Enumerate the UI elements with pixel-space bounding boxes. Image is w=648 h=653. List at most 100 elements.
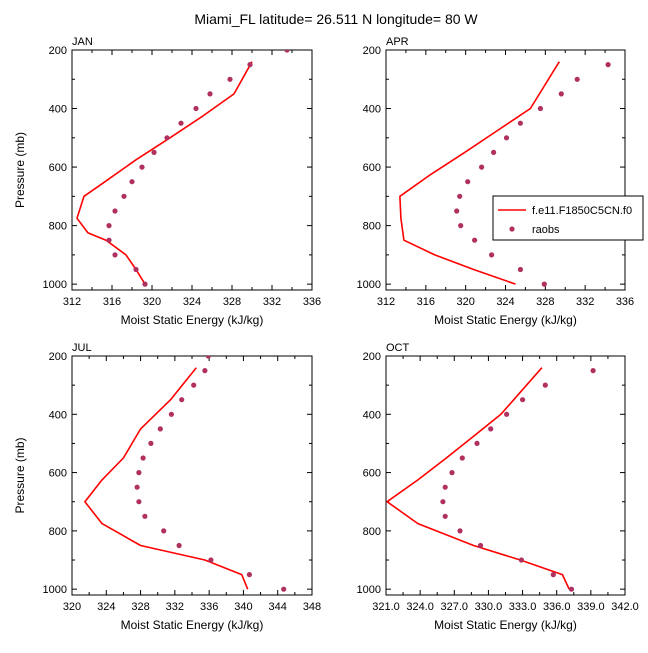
legend-box — [492, 195, 644, 241]
x-tick-label: 339.0 — [577, 601, 605, 613]
panel-label: APR — [386, 36, 409, 48]
raobs-point — [465, 179, 471, 185]
raobs-point — [247, 62, 253, 68]
x-tick-label: 332 — [576, 296, 594, 308]
x-tick-label: 312 — [63, 296, 81, 308]
raobs-point — [136, 499, 142, 505]
raobs-point — [142, 281, 148, 287]
y-tick-label: 1000 — [43, 584, 67, 596]
x-tick-label: 342.0 — [611, 601, 639, 613]
figure-title: Miami_FL latitude= 26.511 N longitude= 8… — [194, 11, 478, 27]
raobs-point — [246, 572, 252, 578]
y-tick-label: 800 — [363, 221, 381, 233]
raobs-point — [550, 572, 556, 578]
raobs-point — [193, 105, 199, 112]
raobs-point — [472, 237, 478, 243]
x-tick-label: 332 — [263, 296, 281, 308]
data-layer — [386, 367, 596, 592]
raobs-point — [227, 76, 233, 82]
y-axis-label: Pressure (mb) — [13, 437, 27, 513]
legend-model-label: f.e11.F1850C5CN.f0 — [532, 205, 632, 217]
x-tick-label: 324 — [97, 601, 115, 613]
y-tick-label: 400 — [49, 104, 67, 116]
y-tick-label: 800 — [363, 526, 381, 538]
x-tick-label: 312 — [377, 296, 395, 308]
x-tick-label: 327.0 — [441, 601, 469, 613]
y-tick-label: 200 — [363, 351, 381, 363]
raobs-point — [605, 62, 611, 68]
x-tick-label: 321.0 — [372, 601, 400, 613]
x-tick-label: 320 — [143, 296, 161, 308]
x-tick-label: 328 — [223, 296, 241, 308]
panel-oct: 321.0 324.0 327.0 330.0 333.0 336.0 339.0 342.0… — [357, 342, 639, 632]
x-tick-label: 330.0 — [475, 601, 503, 613]
raobs-point — [161, 528, 167, 534]
raobs-point — [442, 484, 448, 490]
legend-raobs-swatch — [509, 226, 515, 232]
y-tick-label: 400 — [363, 409, 381, 421]
raobs-point — [133, 266, 139, 273]
data-layer — [399, 61, 611, 287]
raobs-point — [129, 179, 135, 185]
raobs-point — [207, 91, 213, 97]
x-axis-label: Moist Static Energy (kJ/kg) — [434, 618, 577, 632]
y-tick-label: 200 — [49, 45, 67, 57]
raobs-point — [541, 281, 547, 287]
y-axis-label: Pressure (mb) — [13, 132, 27, 208]
raobs-point — [489, 252, 495, 258]
raobs-point — [106, 237, 112, 243]
raobs-point — [208, 557, 214, 563]
y-tick-label: 800 — [49, 221, 67, 233]
raobs-point — [106, 223, 112, 229]
y-tick-label: 600 — [363, 162, 381, 174]
raobs-point — [537, 105, 544, 112]
raobs-point — [454, 208, 460, 214]
x-tick-label: 332 — [166, 601, 184, 613]
x-tick-label: 336 — [303, 296, 321, 308]
legend: f.e11.F1850C5CN.f0 raobs — [492, 195, 644, 241]
raobs-point — [477, 542, 484, 549]
raobs-point — [458, 223, 464, 229]
raobs-point — [457, 193, 463, 199]
legend-raobs-label: raobs — [532, 224, 560, 236]
x-tick-label: 333.0 — [509, 601, 537, 613]
raobs-point — [491, 149, 497, 155]
raobs-point — [449, 470, 455, 476]
x-tick-label: 324 — [183, 296, 201, 308]
x-tick-label: 336 — [616, 296, 634, 308]
raobs-point — [479, 164, 485, 170]
raobs-point — [281, 586, 287, 592]
raobs-point — [517, 266, 524, 273]
raobs-point — [112, 208, 118, 214]
plot-frame — [71, 49, 313, 291]
x-tick-label: 344 — [269, 601, 287, 613]
x-tick-label: 324 — [496, 296, 514, 308]
model-series-line — [386, 367, 570, 590]
panel-label: JAN — [72, 36, 93, 48]
plot-frame — [71, 355, 313, 596]
y-tick-label: 1000 — [357, 584, 381, 596]
raobs-point — [284, 50, 290, 53]
raobs-point — [179, 397, 185, 403]
raobs-point — [440, 499, 446, 505]
raobs-point — [518, 557, 525, 563]
raobs-point — [542, 382, 548, 388]
raobs-point — [134, 484, 140, 490]
panel-jan: 312 316 320 324 328 332 336 200 400 600 800 1000 Moi… — [13, 36, 321, 327]
raobs-point — [504, 411, 510, 417]
raobs-point — [164, 135, 170, 141]
raobs-point — [205, 356, 211, 359]
x-tick-label: 324.0 — [406, 601, 434, 613]
y-tick-label: 600 — [49, 468, 67, 480]
raobs-point — [112, 252, 118, 258]
x-tick-label: 328 — [536, 296, 554, 308]
raobs-point — [574, 76, 580, 82]
model-series-line — [399, 61, 560, 285]
plot-frame — [385, 49, 626, 291]
y-tick-label: 200 — [363, 45, 381, 57]
x-axis-label: Moist Static Energy (kJ/kg) — [121, 313, 264, 327]
model-series-line — [76, 61, 253, 285]
raobs-point — [503, 135, 510, 141]
